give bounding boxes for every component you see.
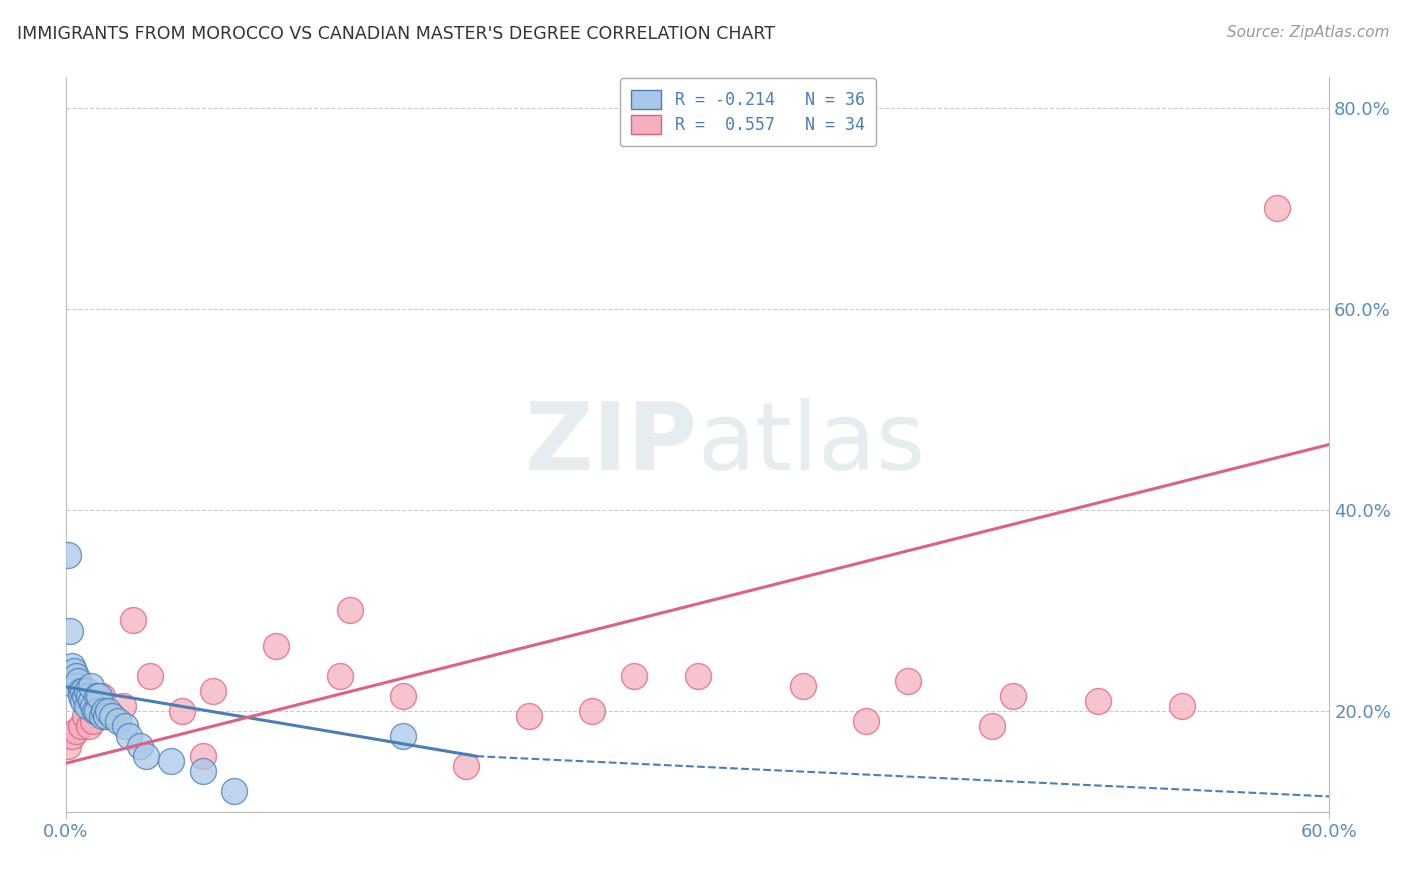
Point [80,679,103,693]
Point [72,694,94,708]
Point [128,739,150,753]
Point [90,689,112,703]
Point [59,624,82,638]
Point [897,673,920,688]
Point [122,614,145,628]
Point [76,683,98,698]
Point [76,698,98,713]
Point [65,669,87,683]
Point [792,679,814,693]
Point [111,698,134,713]
Point [1002,689,1025,703]
Point [107,714,129,728]
Point [139,669,162,683]
Point [69,683,91,698]
Point [454,759,477,773]
Point [82,698,104,713]
Point [73,709,96,723]
Point [94,709,117,723]
Point [77,689,100,703]
Point [686,669,709,683]
Point [391,689,413,703]
Point [65,724,87,739]
Point [114,719,136,733]
Point [1265,201,1288,215]
Point [118,729,141,743]
Point [170,704,193,718]
Point [329,669,352,683]
Point [191,764,214,779]
Point [60,658,83,673]
Text: atlas: atlas [697,399,925,491]
Point [86,689,108,703]
Point [86,704,108,718]
Point [69,719,91,733]
Point [135,749,157,764]
Point [73,689,96,703]
Point [517,709,540,723]
Point [160,754,183,768]
Legend: R = -0.214   N = 36, R =  0.557   N = 34: R = -0.214 N = 36, R = 0.557 N = 34 [620,78,876,146]
Point [90,709,112,723]
Point [339,603,361,617]
Point [82,714,104,728]
Point [84,704,107,718]
Point [60,729,83,743]
Point [67,673,90,688]
Point [86,704,108,718]
Point [80,694,103,708]
Point [581,704,603,718]
Point [72,683,94,698]
Point [93,704,115,718]
Point [1087,694,1109,708]
Point [1171,698,1194,713]
Point [224,784,246,798]
Text: IMMIGRANTS FROM MOROCCO VS CANADIAN MASTER'S DEGREE CORRELATION CHART: IMMIGRANTS FROM MOROCCO VS CANADIAN MAST… [17,25,775,43]
Text: ZIP: ZIP [524,399,697,491]
Text: Source: ZipAtlas.com: Source: ZipAtlas.com [1226,25,1389,40]
Point [56,548,79,562]
Point [63,664,86,678]
Point [855,714,877,728]
Point [191,749,214,764]
Point [69,689,91,703]
Point [77,719,100,733]
Point [101,709,124,723]
Point [391,729,413,743]
Point [101,709,124,723]
Point [97,704,120,718]
Point [623,669,645,683]
Point [266,639,288,653]
Point [65,679,87,693]
Point [89,689,111,703]
Point [56,739,79,753]
Point [981,719,1004,733]
Point [202,683,225,698]
Point [94,709,117,723]
